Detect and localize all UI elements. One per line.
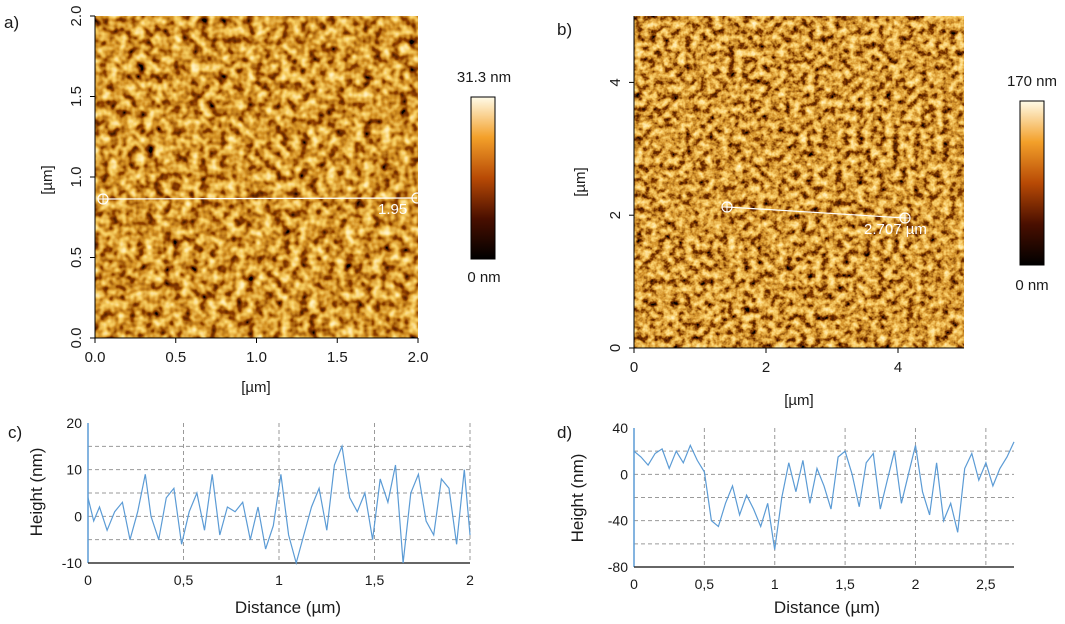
x-tick-label: 0.0: [85, 349, 106, 366]
y-tick-label: 2.0: [68, 6, 85, 27]
x-tick-label: 1: [771, 576, 779, 592]
colorbar-min-b: 0 nm: [1015, 277, 1048, 294]
y-tick-label: -40: [608, 513, 628, 529]
profile-line-b: [726, 206, 906, 219]
x-tick-label: 2,5: [976, 576, 996, 592]
y-tick-label: 0.5: [68, 247, 85, 268]
profile-plot-d: 400-40-800 0,5 1 1,5 2 2,5: [608, 420, 1015, 592]
x-tick-label: 1.5: [327, 349, 348, 366]
y-tick-label: 0: [74, 508, 82, 524]
x-tick-label: 1.0: [246, 349, 267, 366]
line-end-marker-a: [411, 192, 423, 204]
panel-label-a: a): [4, 13, 19, 32]
y-tick-label: 4: [607, 78, 624, 86]
y-tick-label: 1.5: [68, 86, 85, 107]
x-tick-label: 0,5: [174, 572, 194, 588]
line-measure-b: 2.707 µm: [864, 221, 927, 238]
afm-texture-b: [634, 16, 964, 348]
xlabel-b: [µm]: [784, 392, 813, 409]
ylabel-a: [µm]: [39, 165, 56, 194]
colorbar-max-b: 170 nm: [1007, 73, 1057, 90]
y-tick-label: -80: [608, 559, 628, 575]
axes-b: 0 2 4 0 2 4: [607, 16, 964, 376]
line-start-marker-a: [97, 193, 109, 205]
panel-label-b: b): [557, 20, 572, 39]
x-tick-label: 0: [630, 576, 638, 592]
x-tick-label: 1,5: [365, 572, 385, 588]
y-tick-label: 2: [607, 211, 624, 219]
ylabel-c: Height (nm): [27, 448, 46, 537]
y-tick-label: 10: [66, 462, 82, 478]
colorbar-a: [470, 96, 496, 260]
x-tick-label: 2: [912, 576, 920, 592]
x-tick-label: 2.0: [408, 349, 429, 366]
y-tick-label: 1.0: [68, 167, 85, 188]
y-tick-label: 0: [620, 466, 628, 482]
xlabel-d: Distance (µm): [774, 598, 880, 617]
line-end-marker-b: [899, 212, 911, 224]
x-tick-label: 1,5: [835, 576, 855, 592]
profile-series-line: [633, 441, 1015, 550]
afm-texture-a: [95, 16, 418, 338]
axes-a: 0.0 0.5 1.0 1.5 2.0 0.0 0.5 1.0 1.5 2.0: [68, 6, 428, 366]
panel-label-c: c): [8, 423, 22, 442]
profile-line-a: [102, 197, 418, 200]
x-tick-label: 0.5: [165, 349, 186, 366]
colorbar-max-a: 31.3 nm: [457, 69, 511, 86]
profile-series-line: [87, 444, 471, 566]
y-tick-label: 0.0: [68, 328, 85, 349]
y-tick-label: 20: [66, 415, 82, 431]
line-start-marker-b: [721, 201, 733, 213]
y-tick-label: 40: [612, 420, 628, 436]
ylabel-d: Height (nm): [568, 454, 587, 543]
y-tick-label: 0: [607, 344, 624, 352]
colorbar-b: [1019, 100, 1045, 266]
xlabel-c: Distance (µm): [235, 598, 341, 617]
panel-label-d: d): [557, 423, 572, 442]
line-measure-a: 1.95: [378, 201, 407, 218]
xlabel-a: [µm]: [241, 379, 270, 396]
colorbar-min-a: 0 nm: [467, 269, 500, 286]
x-tick-label: 2: [466, 572, 474, 588]
y-tick-label: -10: [62, 555, 82, 571]
x-tick-label: 0: [84, 572, 92, 588]
x-tick-label: 1: [275, 572, 283, 588]
x-tick-label: 0: [630, 359, 638, 376]
x-tick-label: 0,5: [695, 576, 715, 592]
x-tick-label: 2: [762, 359, 770, 376]
ylabel-b: [µm]: [572, 167, 589, 196]
x-tick-label: 4: [894, 359, 902, 376]
